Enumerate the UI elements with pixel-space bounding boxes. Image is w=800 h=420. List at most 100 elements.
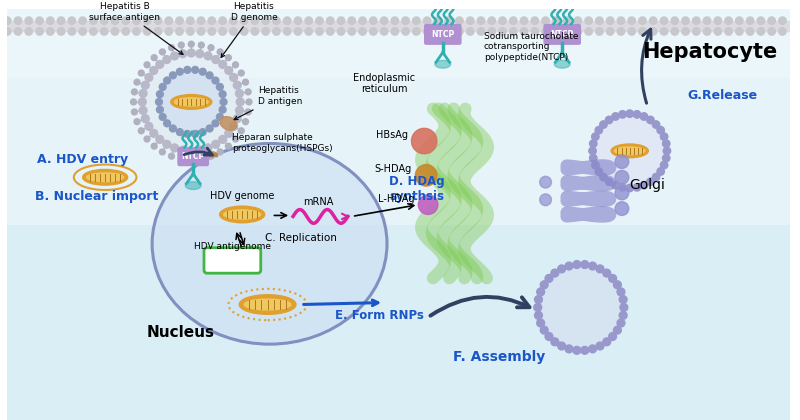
Circle shape (359, 28, 366, 35)
Circle shape (445, 28, 452, 35)
Circle shape (251, 28, 258, 35)
Circle shape (612, 181, 619, 189)
Circle shape (133, 17, 140, 24)
Bar (7, 9, 790, 77)
Circle shape (338, 17, 345, 24)
Circle shape (626, 184, 634, 192)
Circle shape (170, 52, 178, 60)
Text: Heparan sulphate
proteoglycans(HSPGs): Heparan sulphate proteoglycans(HSPGs) (232, 134, 333, 153)
Circle shape (144, 62, 150, 68)
Circle shape (188, 41, 194, 47)
Circle shape (411, 129, 437, 154)
Circle shape (165, 17, 173, 24)
Circle shape (150, 129, 158, 137)
Circle shape (235, 89, 243, 97)
Circle shape (574, 28, 582, 35)
Circle shape (558, 265, 566, 273)
Circle shape (671, 28, 678, 35)
Circle shape (208, 153, 214, 159)
Circle shape (122, 17, 130, 24)
Circle shape (498, 28, 506, 35)
Circle shape (245, 109, 251, 115)
Circle shape (671, 17, 678, 24)
Circle shape (662, 140, 670, 147)
Circle shape (212, 140, 220, 148)
Circle shape (585, 28, 592, 35)
FancyBboxPatch shape (204, 248, 261, 273)
Circle shape (219, 136, 226, 143)
Circle shape (646, 178, 654, 186)
Circle shape (131, 109, 138, 115)
Circle shape (233, 136, 238, 142)
Circle shape (199, 129, 206, 136)
Circle shape (246, 99, 252, 105)
Bar (7, 9, 790, 224)
Circle shape (693, 28, 700, 35)
Circle shape (581, 346, 589, 354)
Circle shape (456, 28, 463, 35)
Circle shape (693, 17, 700, 24)
Circle shape (581, 261, 589, 268)
Circle shape (178, 156, 184, 162)
Circle shape (553, 17, 560, 24)
Circle shape (423, 28, 431, 35)
Circle shape (169, 153, 174, 159)
Circle shape (226, 55, 231, 60)
Circle shape (538, 264, 624, 351)
Circle shape (660, 133, 668, 140)
FancyArrowPatch shape (430, 297, 530, 316)
Circle shape (540, 326, 548, 334)
Circle shape (593, 114, 667, 188)
Circle shape (218, 49, 223, 55)
Circle shape (650, 17, 657, 24)
Circle shape (585, 17, 592, 24)
Circle shape (359, 17, 366, 24)
Circle shape (540, 194, 551, 206)
Circle shape (531, 17, 538, 24)
Circle shape (657, 168, 664, 175)
Circle shape (466, 17, 474, 24)
Circle shape (434, 28, 442, 35)
Circle shape (236, 98, 244, 106)
Circle shape (534, 312, 542, 319)
Circle shape (273, 17, 280, 24)
Circle shape (725, 17, 732, 24)
Circle shape (652, 173, 660, 181)
Circle shape (155, 98, 162, 105)
Text: Hepatitis B
surface antigen: Hepatitis B surface antigen (90, 2, 183, 55)
Circle shape (592, 161, 599, 169)
Circle shape (111, 28, 118, 35)
Ellipse shape (435, 60, 450, 68)
Circle shape (245, 89, 251, 95)
Circle shape (134, 119, 140, 125)
Circle shape (139, 107, 147, 114)
Circle shape (157, 106, 163, 113)
Circle shape (596, 342, 604, 350)
Circle shape (90, 17, 97, 24)
Polygon shape (190, 152, 200, 157)
Circle shape (179, 146, 186, 154)
Circle shape (170, 72, 176, 79)
Circle shape (628, 17, 635, 24)
Ellipse shape (174, 98, 208, 106)
Circle shape (164, 120, 170, 127)
Circle shape (138, 70, 144, 76)
Ellipse shape (170, 94, 212, 109)
Circle shape (545, 333, 553, 340)
Circle shape (531, 28, 538, 35)
Circle shape (154, 28, 162, 35)
Text: Golgi: Golgi (629, 178, 665, 192)
Circle shape (219, 91, 226, 97)
Circle shape (614, 281, 622, 289)
Circle shape (423, 17, 431, 24)
Circle shape (294, 28, 302, 35)
Ellipse shape (186, 182, 201, 189)
Circle shape (142, 115, 149, 123)
Text: NTCP: NTCP (431, 30, 454, 39)
Circle shape (634, 110, 641, 118)
Circle shape (192, 66, 198, 73)
Circle shape (316, 17, 323, 24)
Circle shape (198, 17, 205, 24)
Circle shape (563, 17, 571, 24)
Circle shape (220, 98, 227, 105)
